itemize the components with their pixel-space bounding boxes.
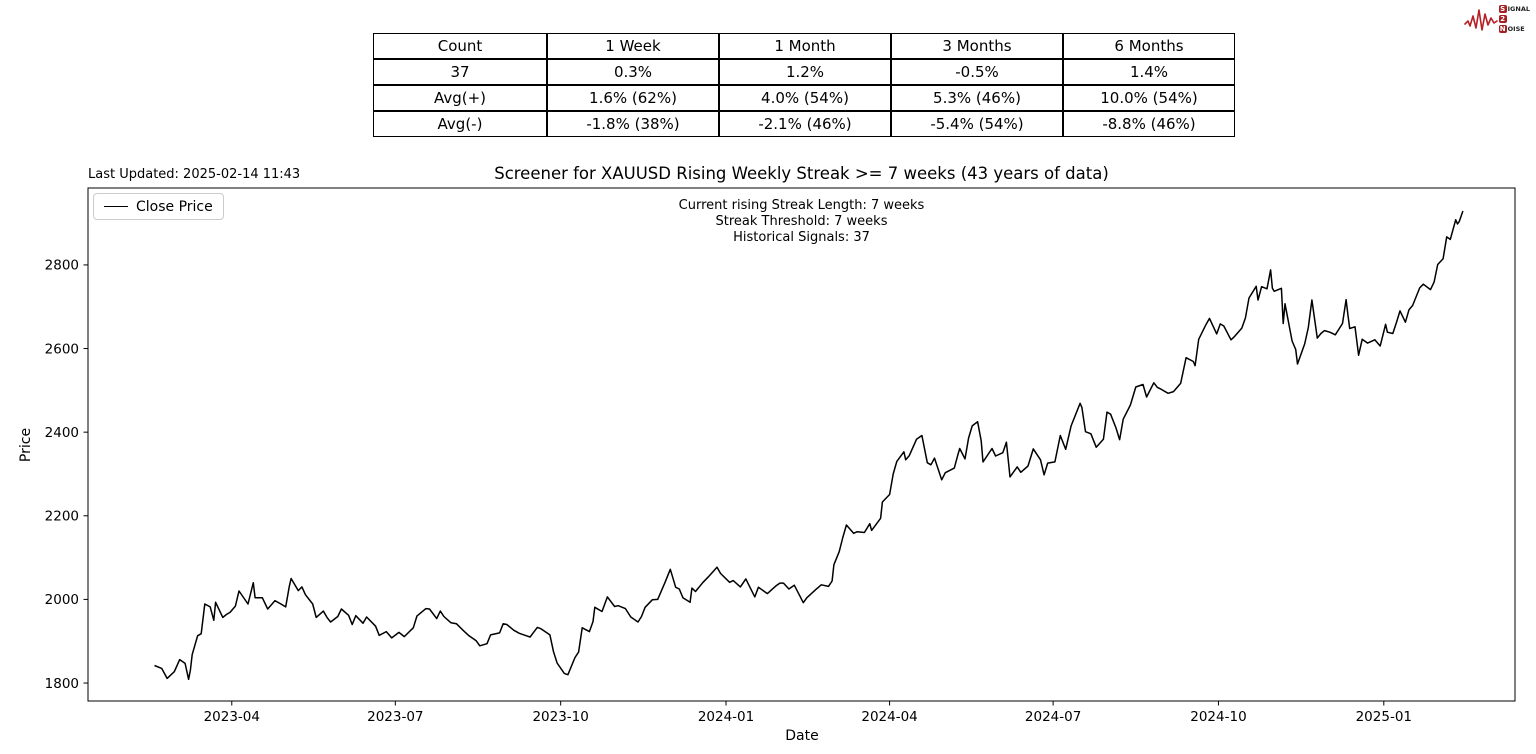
x-tick-label: 2023-07 (367, 709, 423, 725)
stats-cell: -1.8% (38%) (547, 111, 719, 137)
stats-header-cell: 1 Week (547, 33, 719, 59)
logo-row-signal: S IGNAL (1498, 4, 1530, 14)
stats-cell: 37 (373, 59, 547, 85)
x-tick-label: 2024-07 (1025, 709, 1081, 725)
stats-cell: 4.0% (54%) (719, 85, 891, 111)
y-tick-label: 2600 (45, 341, 79, 357)
stats-cell: -2.1% (46%) (719, 111, 891, 137)
x-tick-label: 2025-01 (1356, 709, 1412, 725)
stats-header-cell: 3 Months (891, 33, 1063, 59)
last-updated-text: Last Updated: 2025-02-14 11:43 (88, 167, 301, 182)
stats-row-avg-negative: Avg(-) -1.8% (38%) -2.1% (46%) -5.4% (54… (373, 111, 1235, 137)
annotation-streak-length: Current rising Streak Length: 7 weeks (678, 198, 925, 213)
stats-cell: Avg(+) (373, 85, 547, 111)
plot-border (87, 187, 1516, 702)
stats-cell: 1.2% (719, 59, 891, 85)
logo-row-2: 2 (1498, 14, 1530, 24)
y-tick-label: 2400 (45, 425, 79, 441)
stats-cell: 1.4% (1063, 59, 1235, 85)
x-tick-label: 2023-04 (204, 709, 260, 725)
stats-header-cell: 1 Month (719, 33, 891, 59)
y-tick-label: 2200 (45, 509, 79, 525)
logo-badge-2: 2 (1498, 15, 1507, 23)
logo-badge-s: S (1498, 5, 1507, 13)
legend-label: Close Price (136, 198, 213, 215)
logo-text: S IGNAL 2 N OISE (1498, 4, 1530, 34)
y-tick-label: 1800 (45, 676, 79, 692)
x-tick-label: 2024-01 (698, 709, 754, 725)
axis-ticks: 2023-04 2023-07 2023-10 2024-01 2024-04 2024-… (45, 258, 1412, 725)
y-tick-label: 2800 (45, 258, 79, 274)
stats-cell: Avg(-) (373, 111, 547, 137)
stats-header-cell: Count (373, 33, 547, 59)
legend: Close Price (93, 193, 224, 220)
legend-line-sample (104, 206, 128, 207)
logo-word-signal: IGNAL (1507, 5, 1530, 13)
stats-cell: 1.6% (62%) (547, 85, 719, 111)
logo-word-noise: OISE (1507, 25, 1525, 33)
stats-cell: 10.0% (54%) (1063, 85, 1235, 111)
stats-cell: 5.3% (46%) (891, 85, 1063, 111)
close-price-line (154, 210, 1464, 681)
annotation-streak-threshold: Streak Threshold: 7 weeks (715, 214, 888, 229)
stats-row-median: 37 0.3% 1.2% -0.5% 1.4% (373, 59, 1235, 85)
annotation-historical-signals: Historical Signals: 37 (733, 230, 870, 245)
stats-table: Count 1 Week 1 Month 3 Months 6 Months 3… (373, 33, 1235, 137)
stats-cell: 0.3% (547, 59, 719, 85)
stats-cell: -8.8% (46%) (1063, 111, 1235, 137)
signal2noise-logo: S IGNAL 2 N OISE (1463, 4, 1530, 34)
stats-header-row: Count 1 Week 1 Month 3 Months 6 Months (373, 33, 1235, 59)
x-axis-label: Date (785, 728, 818, 744)
logo-row-noise: N OISE (1498, 24, 1530, 34)
stats-cell: -5.4% (54%) (891, 111, 1063, 137)
chart-annotations: Current rising Streak Length: 7 weeks St… (88, 198, 1515, 246)
stats-row-avg-positive: Avg(+) 1.6% (62%) 4.0% (54%) 5.3% (46%) … (373, 85, 1235, 111)
chart-title: Screener for XAUUSD Rising Weekly Streak… (494, 164, 1109, 183)
logo-badge-n: N (1498, 25, 1507, 33)
stats-cell: -0.5% (891, 59, 1063, 85)
y-tick-label: 2000 (45, 592, 79, 608)
waveform-icon (1463, 9, 1498, 31)
x-tick-label: 2024-10 (1190, 709, 1246, 725)
x-tick-label: 2023-10 (532, 709, 588, 725)
x-tick-label: 2024-04 (861, 709, 917, 725)
stats-header-cell: 6 Months (1063, 33, 1235, 59)
y-axis-label: Price (18, 428, 34, 462)
